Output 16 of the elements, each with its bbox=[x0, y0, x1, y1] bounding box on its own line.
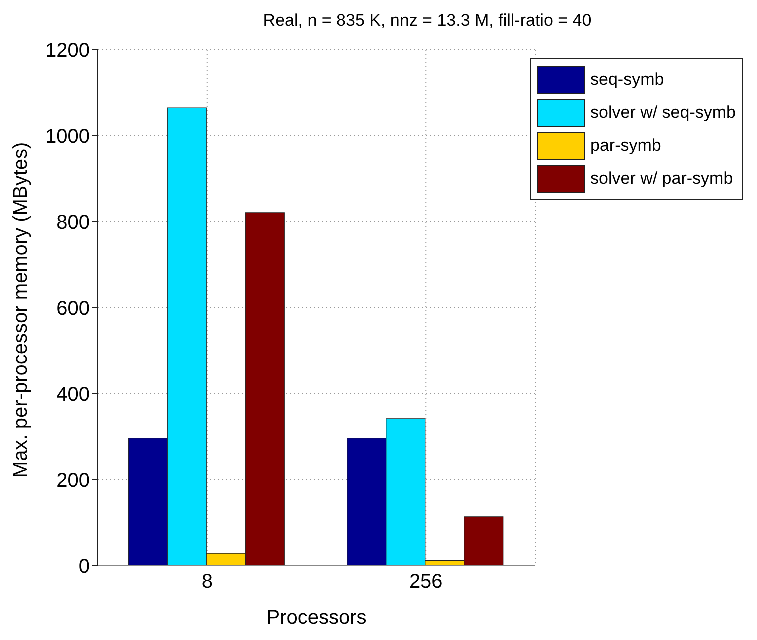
y-tick-label: 800 bbox=[56, 212, 90, 234]
x-tick-label: 256 bbox=[409, 571, 443, 594]
chart-title: Real, n = 835 K, nnz = 13.3 M, fill-ratio = 40 bbox=[262, 10, 593, 32]
x-axis-title: Processors bbox=[266, 607, 367, 629]
legend-label: solver w/ seq-symb bbox=[590, 102, 736, 122]
y-tick-label: 1200 bbox=[46, 40, 90, 62]
y-tick-label: 1000 bbox=[46, 126, 90, 148]
y-tick-label: 0 bbox=[78, 556, 90, 578]
y-tick-label: 600 bbox=[56, 298, 90, 320]
y-axis-title: Max. per-processor memory (MBytes) bbox=[10, 142, 32, 478]
x-tick-label: 8 bbox=[202, 571, 213, 594]
y-tick-label: 200 bbox=[56, 470, 90, 492]
legend-label: par-symb bbox=[590, 136, 662, 156]
legend-label: solver w/ par-symb bbox=[590, 168, 734, 188]
y-tick-label: 400 bbox=[56, 384, 90, 406]
legend-label: seq-symb bbox=[590, 70, 664, 90]
